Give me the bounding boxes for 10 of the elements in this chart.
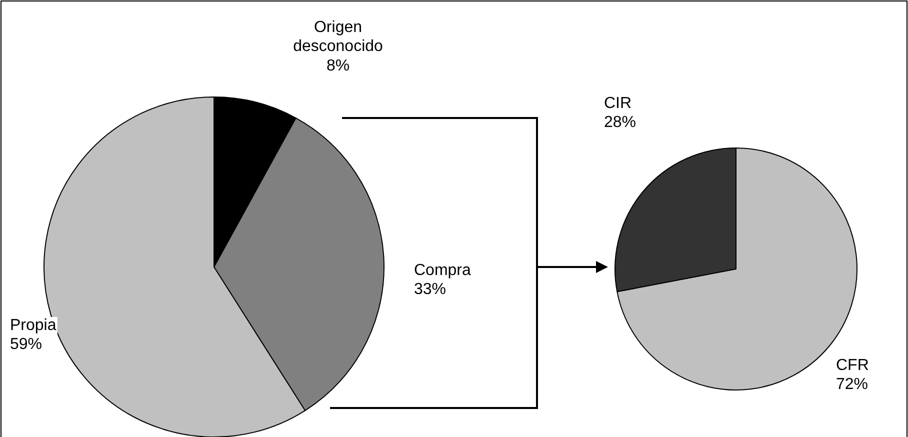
data-label: 28% [604, 114, 636, 132]
slice-label: Propia [10, 317, 56, 334]
slice-label: CIR [604, 95, 632, 112]
data-label: 8% [326, 57, 350, 74]
slice-label: Origen desconocido [293, 19, 384, 56]
data-label: 59% [10, 336, 42, 354]
data-label: 33% [414, 281, 446, 298]
data-label: 72% [836, 376, 868, 394]
slice-label: CFR [836, 357, 869, 374]
slice-label: Compra [414, 262, 472, 279]
